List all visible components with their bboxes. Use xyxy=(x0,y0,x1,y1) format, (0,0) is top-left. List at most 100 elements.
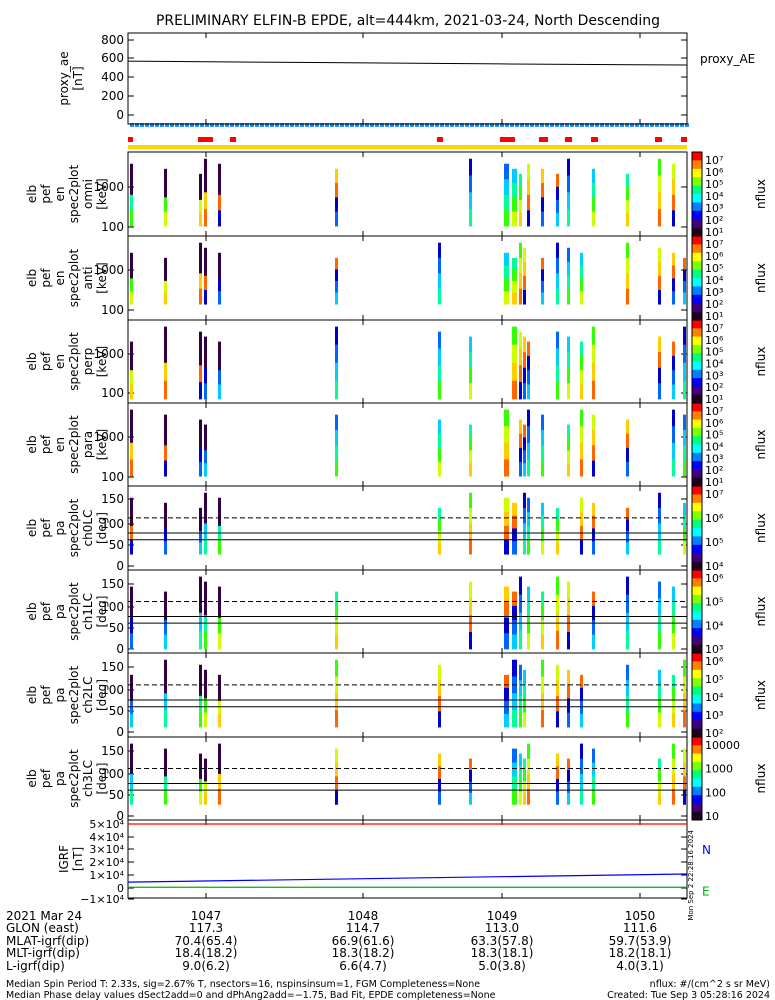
spectrogram-burst xyxy=(438,778,441,793)
spectrogram-burst xyxy=(592,591,595,607)
spectrogram-burst xyxy=(504,409,509,427)
spectrogram-burst xyxy=(204,437,207,451)
spectrogram-burst xyxy=(523,383,526,400)
spin-status-mark xyxy=(265,123,269,127)
spectrogram-burst xyxy=(438,519,441,532)
spectrogram-burst xyxy=(469,581,472,599)
spectrogram-burst xyxy=(519,753,522,767)
spectrogram-burst xyxy=(438,365,441,383)
series-label: N xyxy=(702,843,711,857)
colorbar-segment xyxy=(692,778,702,788)
colorbar-segment xyxy=(692,369,702,379)
colorbar-tick-label: 10³ xyxy=(705,369,723,382)
spectrogram-burst xyxy=(541,528,544,542)
spectrogram-burst xyxy=(519,461,522,477)
spectrogram-burst xyxy=(527,602,530,619)
spectrogram-burst xyxy=(523,450,526,464)
spectrogram-burst xyxy=(199,199,202,214)
flag-status-mark xyxy=(565,137,572,142)
spectrogram-burst xyxy=(130,713,133,728)
spectrogram-burst xyxy=(504,497,509,513)
y-tick-label: 100 xyxy=(101,386,124,400)
spectrogram-burst xyxy=(626,576,629,596)
spectrogram-burst xyxy=(504,278,509,292)
spin-status-mark xyxy=(135,123,139,127)
spin-status-mark xyxy=(195,123,199,127)
spectrogram-burst xyxy=(658,336,661,353)
colorbar-frame xyxy=(691,736,703,821)
spectrogram-burst xyxy=(512,790,517,805)
spectrogram-burst xyxy=(512,211,517,227)
spectrogram-burst xyxy=(672,602,675,619)
y-axis-label: elb xyxy=(25,769,39,787)
spectrogram-burst xyxy=(556,242,559,259)
spectrogram-burst xyxy=(204,336,207,353)
colorbar-tick-label: 10⁶ xyxy=(705,417,724,430)
y-axis-label: elb xyxy=(25,269,39,287)
spectrogram-burst xyxy=(335,620,338,636)
y-tick-label: 0 xyxy=(116,642,124,656)
spectrogram-burst xyxy=(523,712,526,728)
spectrogram-burst xyxy=(204,192,207,210)
spectrogram-burst xyxy=(527,617,530,634)
spectrogram-burst xyxy=(658,615,661,633)
spectrogram-burst xyxy=(199,778,202,793)
colorbar-tick-label: 10⁵ xyxy=(705,262,723,275)
colorbar-label: nflux xyxy=(754,179,768,209)
spectrogram-burst xyxy=(672,194,675,211)
flag-status-mark xyxy=(591,137,598,142)
spectrogram-burst xyxy=(527,511,530,527)
y-tick-label: 0 xyxy=(116,725,124,739)
spectrogram-burst xyxy=(438,791,441,805)
spectrogram-burst xyxy=(218,163,221,180)
spectrogram-burst xyxy=(523,523,526,540)
colorbar-segment xyxy=(692,269,702,279)
spectrogram-burst xyxy=(512,380,517,400)
x-tick-label: 1050 xyxy=(625,909,656,923)
spectrogram-burst xyxy=(130,210,133,227)
spin-status-mark xyxy=(665,123,669,127)
spectrogram-burst xyxy=(469,463,472,477)
colorbar-tick-label: 10⁵ xyxy=(705,178,723,191)
spectrogram-burst xyxy=(523,261,526,277)
ephemeris-value: 18.3(18.1) xyxy=(471,946,534,960)
spectrogram-burst xyxy=(164,257,167,270)
spectrogram-burst xyxy=(504,633,509,650)
colorbar-segment xyxy=(692,703,702,713)
spin-status-mark xyxy=(145,123,149,127)
spectrogram-burst xyxy=(541,197,544,213)
spectrogram-burst xyxy=(567,275,570,291)
spectrogram-burst xyxy=(527,758,530,775)
y-axis-label: spec2plot xyxy=(67,665,81,724)
spectrogram-burst xyxy=(626,519,629,532)
spectrogram-burst xyxy=(556,186,559,201)
spectrogram-burst xyxy=(199,212,202,227)
spin-status-mark xyxy=(460,123,464,127)
colorbar-segment xyxy=(692,611,702,621)
spectrogram-burst xyxy=(164,710,167,728)
spectrogram-burst xyxy=(567,209,570,227)
spectrogram-burst xyxy=(512,591,517,607)
spectrogram-burst xyxy=(567,712,570,728)
spectrogram-burst xyxy=(541,515,544,529)
spectrogram-burst xyxy=(556,542,559,555)
spin-status-mark xyxy=(240,123,244,127)
spectrogram-burst xyxy=(567,383,570,400)
spin-status-mark xyxy=(280,123,284,127)
spectrogram-burst xyxy=(626,542,629,555)
spectrogram-burst xyxy=(541,183,544,198)
ephemeris-value: 5.0(3.8) xyxy=(478,959,526,973)
spectrogram-burst xyxy=(541,292,544,305)
spectrogram-burst xyxy=(218,511,221,527)
spectrogram-burst xyxy=(519,680,522,697)
spectrogram-burst xyxy=(164,634,167,650)
spin-status-mark xyxy=(475,123,479,127)
spin-status-mark xyxy=(555,123,559,127)
spectrogram-burst xyxy=(164,414,167,431)
spectrogram-burst xyxy=(199,711,202,728)
spin-status-mark xyxy=(640,123,644,127)
spin-status-mark xyxy=(235,123,239,127)
spectrogram-burst xyxy=(438,530,441,543)
colorbar-segment xyxy=(692,570,702,579)
colorbar-tick-label: 10⁶ xyxy=(705,250,724,263)
